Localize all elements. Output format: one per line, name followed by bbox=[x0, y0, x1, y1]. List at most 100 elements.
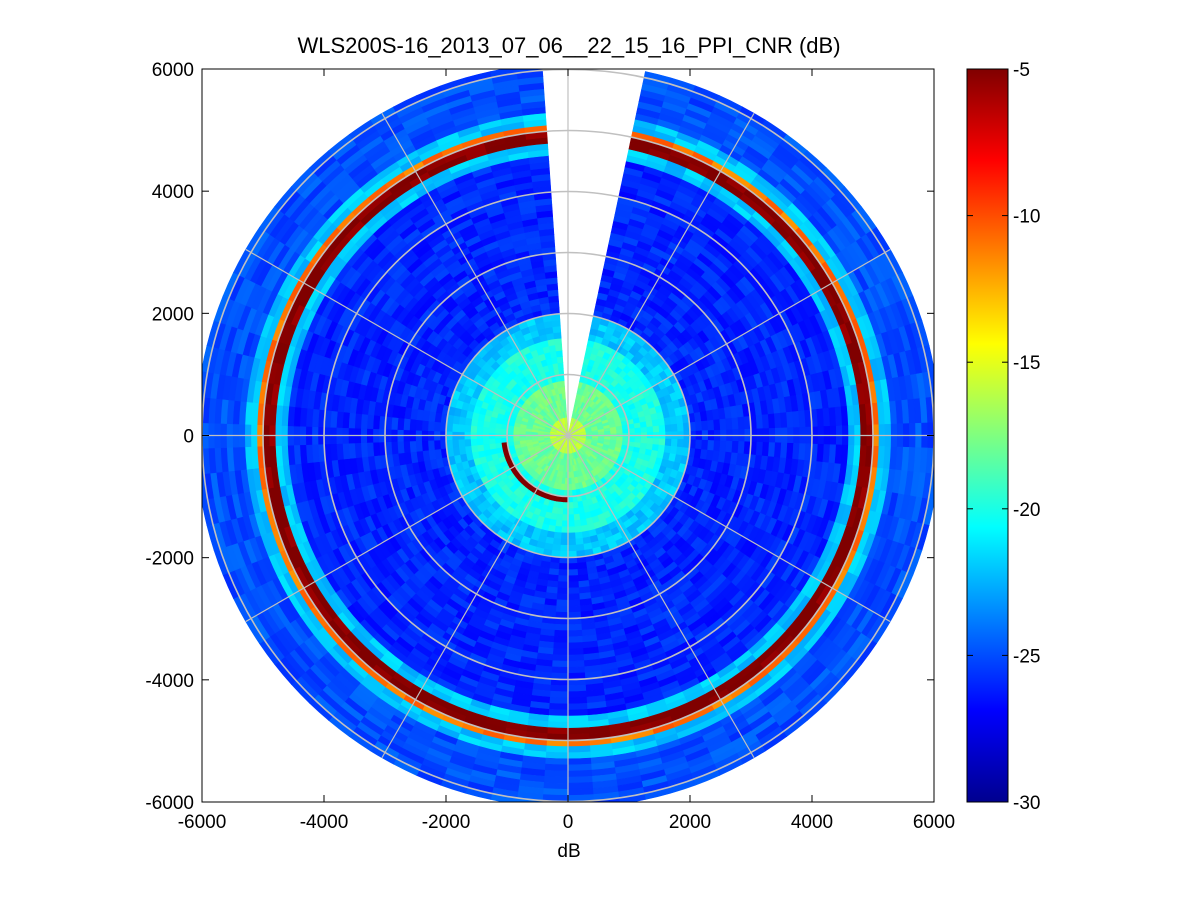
scan-cell bbox=[557, 581, 569, 589]
scan-cell bbox=[494, 437, 502, 444]
scan-cell bbox=[556, 593, 569, 601]
scan-cell bbox=[737, 416, 746, 430]
scan-cell bbox=[409, 440, 417, 453]
scan-cell bbox=[433, 439, 441, 450]
scan-cell bbox=[403, 417, 411, 431]
scan-cell bbox=[562, 508, 569, 516]
scan-cell bbox=[548, 709, 569, 717]
scan-cell bbox=[488, 437, 496, 445]
scan-cell bbox=[557, 575, 569, 583]
scan-cell bbox=[651, 419, 660, 427]
scan-cell bbox=[670, 423, 679, 433]
scan-cell bbox=[713, 419, 721, 431]
chart-title: WLS200S-16_2013_07_06__22_15_16_PPI_CNR … bbox=[297, 33, 840, 58]
scan-cell bbox=[634, 427, 642, 434]
scan-cell bbox=[555, 605, 569, 613]
scan-cell bbox=[561, 392, 566, 400]
scan-cell bbox=[707, 440, 715, 452]
scan-cell bbox=[554, 343, 563, 352]
scan-cell bbox=[554, 337, 562, 346]
scan-cell bbox=[560, 532, 569, 540]
scan-cell bbox=[933, 422, 934, 449]
scan-cell bbox=[731, 417, 740, 431]
scan-cell bbox=[421, 419, 429, 431]
scan-cell bbox=[670, 438, 679, 448]
scan-cell bbox=[555, 349, 563, 358]
scan-cell bbox=[549, 684, 569, 693]
scan-cell bbox=[551, 543, 561, 552]
scan-cell bbox=[633, 422, 642, 429]
scan-cell bbox=[543, 769, 569, 778]
scan-cell bbox=[560, 380, 565, 388]
scan-cell bbox=[546, 727, 569, 735]
scan-cell bbox=[396, 417, 405, 431]
scan-cell bbox=[457, 438, 466, 448]
scan-cell bbox=[725, 440, 733, 454]
scan-cell bbox=[652, 438, 660, 446]
scan-cell bbox=[553, 331, 562, 340]
scan-cell bbox=[664, 438, 672, 447]
scan-cell bbox=[664, 424, 672, 433]
scan-cell bbox=[552, 537, 562, 546]
scan-cell bbox=[552, 325, 562, 334]
scan-cell bbox=[427, 439, 435, 451]
scan-cell bbox=[482, 426, 490, 434]
scan-cell bbox=[494, 442, 503, 449]
scan-cell bbox=[658, 424, 666, 433]
scan-cell bbox=[645, 420, 654, 428]
scan-cell bbox=[464, 438, 472, 447]
scan-cell bbox=[646, 426, 654, 434]
scan-cell bbox=[560, 538, 569, 546]
scan-cell bbox=[488, 426, 496, 434]
scan-cell bbox=[433, 421, 441, 432]
scan-cell bbox=[640, 426, 648, 434]
scan-cell bbox=[390, 416, 399, 430]
scan-cell bbox=[476, 438, 484, 446]
scan-cell bbox=[551, 654, 569, 662]
scan-cell bbox=[457, 423, 466, 433]
scan-cell bbox=[616, 429, 624, 435]
scan-cell bbox=[476, 425, 484, 433]
scan-cell bbox=[482, 443, 491, 451]
scan-cell bbox=[755, 441, 764, 457]
scan-cell bbox=[544, 763, 569, 772]
scan-cell bbox=[551, 319, 561, 328]
scan-cell bbox=[639, 421, 648, 429]
scan-cell bbox=[518, 436, 526, 441]
scan-cell bbox=[488, 442, 497, 450]
scan-cell bbox=[551, 660, 569, 668]
scan-cell bbox=[415, 419, 423, 431]
scan-cell bbox=[451, 423, 460, 432]
scan-cell bbox=[421, 440, 429, 452]
scan-cell bbox=[545, 751, 569, 760]
scan-cell bbox=[676, 439, 685, 448]
scan-cell bbox=[731, 440, 740, 454]
scan-cell bbox=[553, 635, 569, 644]
scan-cell bbox=[562, 502, 569, 510]
scan-cell bbox=[719, 440, 727, 453]
scan-cell bbox=[558, 562, 569, 571]
scan-cell bbox=[646, 437, 654, 445]
scan-cell bbox=[555, 599, 569, 607]
scan-cell bbox=[512, 436, 520, 442]
scan-cell bbox=[658, 438, 666, 447]
scan-cell bbox=[542, 788, 569, 796]
scan-cell bbox=[470, 424, 478, 433]
scan-cell bbox=[202, 422, 203, 449]
scan-cell bbox=[476, 444, 485, 452]
scan-cell bbox=[482, 437, 490, 445]
scan-cell bbox=[552, 648, 569, 656]
scan-cell bbox=[470, 438, 478, 447]
scan-cell bbox=[557, 569, 569, 577]
scan-cell bbox=[554, 623, 569, 632]
scan-cell bbox=[552, 642, 569, 650]
scan-cell bbox=[396, 440, 405, 454]
scan-cell bbox=[560, 526, 569, 534]
scan-cell bbox=[556, 587, 569, 595]
scan-cell bbox=[559, 544, 569, 552]
scan-cell bbox=[542, 782, 569, 790]
scan-cell bbox=[549, 690, 569, 699]
scan-cell bbox=[553, 531, 562, 540]
scan-cell bbox=[409, 418, 417, 431]
